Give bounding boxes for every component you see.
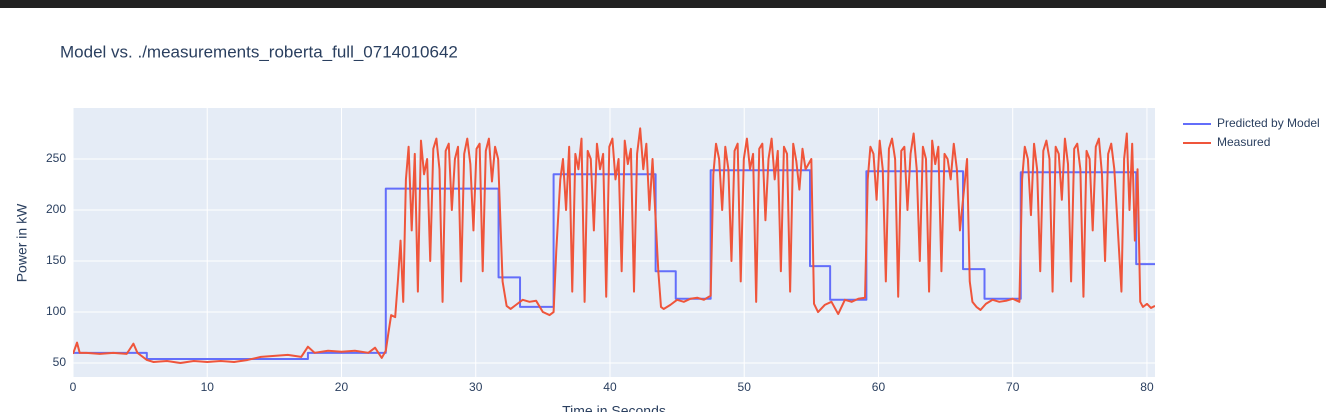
legend-label[interactable]: Predicted by Model (1217, 116, 1320, 130)
chart-title: Model vs. ./measurements_roberta_full_07… (60, 42, 458, 61)
y-tick-label: 50 (53, 355, 67, 369)
x-tick-label: 0 (70, 380, 77, 394)
x-tick-label: 30 (469, 380, 483, 394)
x-tick-label: 40 (603, 380, 617, 394)
y-tick-label: 250 (46, 151, 66, 165)
x-tick-label: 80 (1140, 380, 1154, 394)
top-bar (0, 0, 1326, 8)
y-tick-label: 150 (46, 253, 66, 267)
legend: Predicted by Model Measured (1183, 116, 1320, 149)
y-axis-title: Power in kW (14, 203, 30, 282)
x-tick-label: 60 (872, 380, 886, 394)
series-line (73, 127, 1155, 365)
y-tick-label: 100 (46, 304, 66, 318)
x-tick-label: 50 (738, 380, 752, 394)
x-axis-title: Time in Seconds (562, 403, 666, 412)
y-tick-label: 200 (46, 202, 66, 216)
x-tick-label: 10 (201, 380, 215, 394)
x-tick-label: 20 (335, 380, 349, 394)
labels: 0 10 20 30 40 50 60 70 80 50 100 150 200 250 (46, 151, 1154, 394)
legend-label[interactable]: Measured (1217, 135, 1270, 149)
plot-lines (73, 127, 1155, 365)
x-tick-label: 70 (1006, 380, 1020, 394)
